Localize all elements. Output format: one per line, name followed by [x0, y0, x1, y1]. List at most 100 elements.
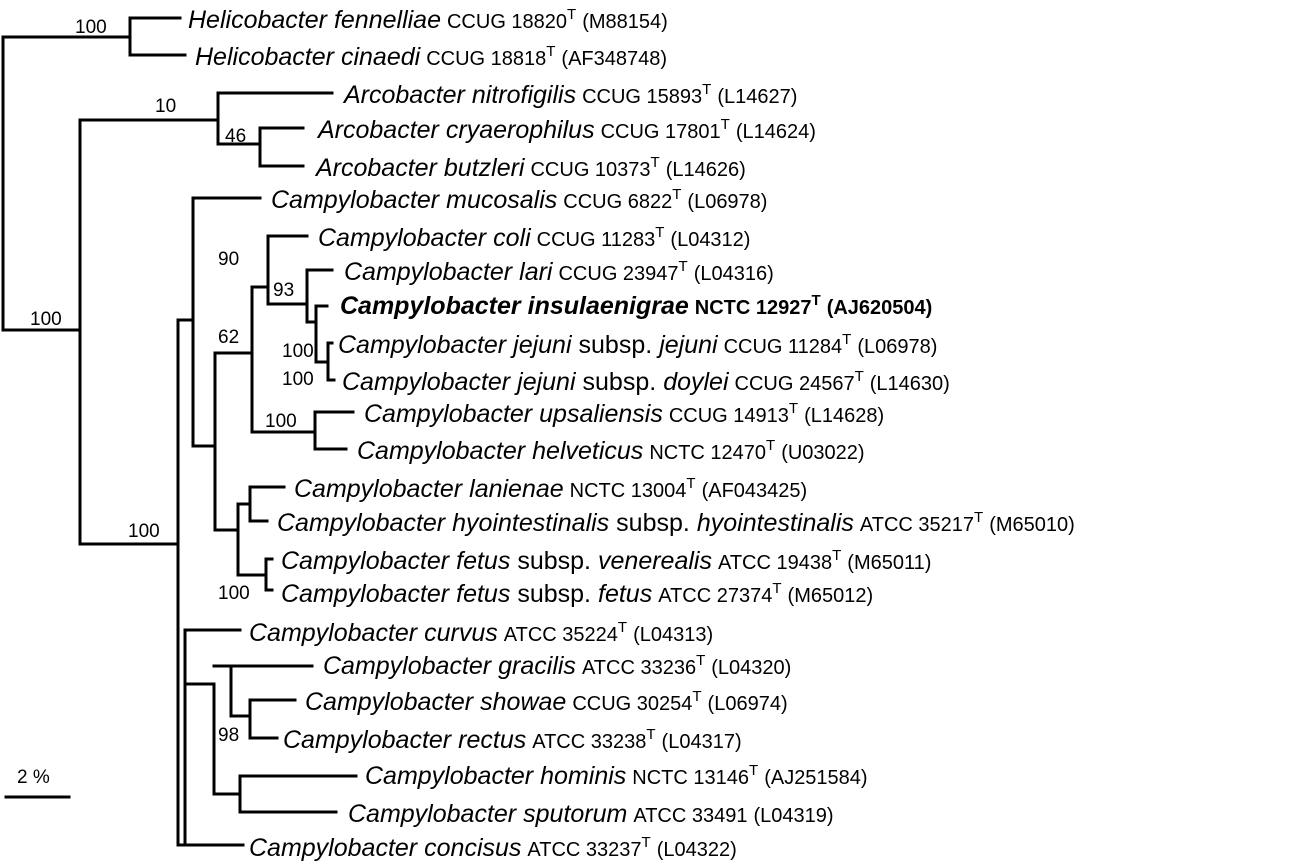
bootstrap-labels: 100 100 10 46 90 93 62 100 100 100 100 98 100 — [30, 17, 314, 746]
leaf-species: gracilis — [498, 652, 576, 680]
leaf-species: jejuni — [510, 331, 573, 359]
leaf-acc: (U03022) — [781, 442, 864, 464]
leaf-sup: T — [974, 509, 983, 526]
leaf-species: venerealis — [598, 547, 712, 575]
leaf-acc: (AF043425) — [702, 480, 808, 502]
leaf-species: showae — [480, 688, 566, 716]
leaf-genus: Campylobacter — [283, 726, 453, 754]
leaf-strain: ATCC 35224 — [504, 624, 618, 646]
leaf-species: hyointestinalis — [452, 509, 609, 537]
leaf-species: fetus — [456, 580, 510, 608]
leaf-genus: Campylobacter — [348, 800, 518, 828]
taxon-text: Campylobacter rectus ATCC 33238T (L04317) — [283, 726, 742, 754]
leaf-species: hyointestinalis — [697, 509, 854, 537]
leaf-sup: T — [692, 688, 701, 705]
leaf-sup: T — [646, 726, 655, 743]
leaf-strain: CCUG 24567 — [735, 373, 855, 395]
leaf-sup: T — [842, 331, 851, 348]
leaf-species: concisus — [424, 834, 521, 862]
taxon-label-csho: Campylobacter showae CCUG 30254T (L06974) — [305, 688, 788, 716]
leaf-genus: Helicobacter — [195, 43, 336, 71]
leaf-sup: T — [679, 258, 688, 275]
leaf-acc: (L06978) — [857, 336, 937, 358]
leaf-sup: T — [642, 834, 651, 851]
taxon-label-acry: Arcobacter cryaerophilus CCUG 17801T (L1462… — [316, 116, 816, 144]
taxon-text: Campylobacter helveticus NCTC 12470T (U0302… — [357, 437, 865, 465]
leaf-species: upsaliensis — [539, 400, 663, 428]
bootstrap-value: 100 — [282, 341, 314, 362]
taxon-label-cins: Campylobacter insulaenigrae NCTC 12927T (AJ… — [340, 292, 932, 320]
leaf-species: jejuni — [656, 331, 719, 359]
leaf-species: lari — [519, 258, 554, 286]
leaf-genus: Campylobacter — [340, 292, 522, 320]
taxon-text: Campylobacter upsaliensis CCUG 14913T (L146… — [364, 400, 884, 428]
leaf-strain: ATCC 35217 — [860, 514, 974, 536]
leaf-strain: ATCC 33236 — [582, 657, 696, 679]
leaf-acc: (L04320) — [711, 657, 791, 679]
leaf-strain: CCUG 15893 — [582, 86, 702, 108]
leaf-sup: T — [696, 652, 705, 669]
leaf-acc: (AF348748) — [561, 48, 667, 70]
leaf-genus: Campylobacter — [318, 224, 488, 252]
leaf-species: fennelliae — [334, 6, 441, 34]
leaf-species: doylei — [663, 368, 730, 396]
bootstrap-value: 100 — [282, 369, 314, 390]
bootstrap-value: 93 — [273, 280, 294, 301]
bootstrap-value: 100 — [265, 411, 297, 432]
leaf-acc: (M65010) — [989, 514, 1075, 536]
leaf-genus: Arcobacter — [316, 116, 441, 144]
leaf-acc: (AJ251584) — [764, 767, 867, 789]
taxon-label-chel: Campylobacter helveticus NCTC 12470T (U0302… — [357, 437, 865, 465]
leaf-acc: (M88154) — [582, 11, 668, 33]
taxon-label-cfet: Campylobacter fetus subsp. fetus ATCC 27374T… — [281, 580, 873, 608]
leaf-species: helveticus — [532, 437, 643, 465]
leaf-sup: T — [721, 116, 730, 133]
leaf-acc: (AJ620504) — [827, 297, 933, 319]
leaf-strain: CCUG 11283 — [537, 229, 656, 251]
leaf-acc: (L04317) — [662, 731, 742, 753]
leaf-genus: Campylobacter — [277, 509, 447, 537]
bootstrap-value: 98 — [218, 725, 239, 746]
leaf-genus: Campylobacter — [294, 475, 464, 503]
taxon-label-cups: Campylobacter upsaliensis CCUG 14913T (L146… — [364, 400, 884, 428]
taxon-text: Arcobacter nitrofigilis CCUG 15893T (L14627… — [342, 81, 797, 109]
leaf-strain: CCUG 23947 — [558, 263, 678, 285]
taxon-label-cjej: Campylobacter jejuni subsp. jejuni CCUG 1128… — [338, 331, 937, 359]
bootstrap-value: 62 — [218, 327, 239, 348]
leaf-strain: ATCC 27374 — [658, 585, 772, 607]
leaf-strain: CCUG 30254 — [572, 693, 692, 715]
leaf-genus: Campylobacter — [364, 400, 534, 428]
taxon-label-ccol: Campylobacter coli CCUG 11283T (L04312) — [318, 224, 750, 252]
leaf-acc: (M65012) — [788, 585, 874, 607]
leaf-species: sputorum — [523, 800, 627, 828]
leaf-strain: ATCC 19438 — [718, 552, 832, 574]
taxon-text: Campylobacter jejuni subsp. doylei CCUG 2456… — [342, 368, 950, 396]
leaf-acc: (L14628) — [804, 405, 884, 427]
leaf-species: coli — [493, 224, 532, 252]
leaf-genus: Campylobacter — [365, 762, 535, 790]
leaf-sup: T — [772, 580, 781, 597]
leaf-species: butzleri — [444, 154, 526, 182]
leaf-sup: T — [655, 224, 664, 241]
leaf-strain: ATCC 33237 — [527, 839, 641, 861]
taxon-text: Arcobacter butzleri CCUG 10373T (L14626) — [314, 154, 746, 182]
taxon-text: Campylobacter jejuni subsp. jejuni CCUG 1128… — [338, 331, 937, 359]
leaf-acc: (L14624) — [736, 121, 816, 143]
taxon-text: Campylobacter fetus subsp. venerealis ATCC 1… — [281, 547, 931, 575]
taxon-text: Campylobacter lari CCUG 23947T (L04316) — [344, 258, 774, 286]
taxon-label-hfen: Helicobacter fennelliae CCUG 18820T (M88154… — [188, 6, 668, 34]
leaf-genus: Helicobacter — [188, 6, 329, 34]
taxon-label-ccur: Campylobacter curvus ATCC 35224T (L04313) — [249, 619, 713, 647]
leaf-genus: Campylobacter — [281, 547, 451, 575]
bootstrap-value: 100 — [128, 521, 160, 542]
taxon-text: Campylobacter fetus subsp. fetus ATCC 27374T… — [281, 580, 873, 608]
taxon-label-crec: Campylobacter rectus ATCC 33238T (L04317) — [283, 726, 742, 754]
bootstrap-value: 100 — [30, 309, 62, 330]
leaf-acc: (L14627) — [717, 86, 797, 108]
leaf-species: lanienae — [469, 475, 564, 503]
bootstrap-value: 100 — [218, 583, 250, 604]
taxon-text: Campylobacter coli CCUG 11283T (L04312) — [318, 224, 750, 252]
leaf-genus: Campylobacter — [281, 580, 451, 608]
leaf-strain: NCTC 12470 — [649, 442, 766, 464]
